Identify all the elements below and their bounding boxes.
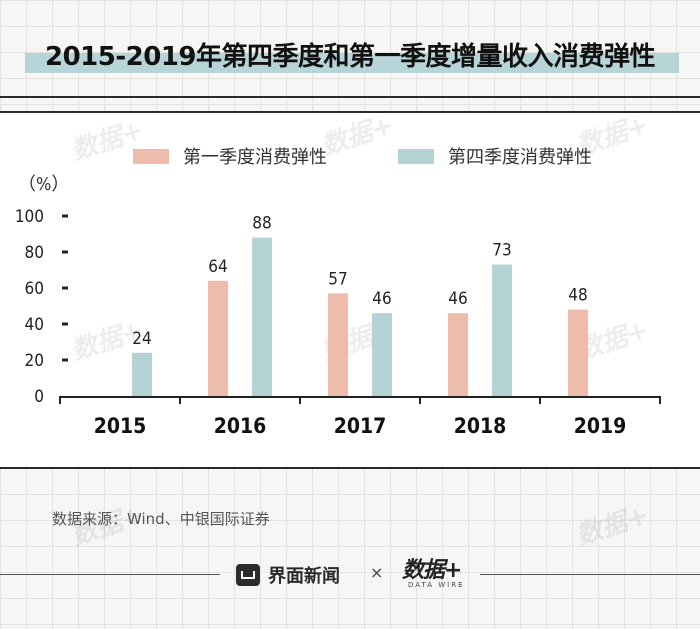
title-highlight-band (25, 53, 679, 73)
y-axis-unit-label: （%） (18, 174, 69, 195)
partner-logo-subtext: DATA WIRE (408, 581, 465, 589)
bar-value-label: 48 (568, 286, 587, 306)
bar-value-label: 64 (208, 257, 227, 277)
bar-value-label: 46 (448, 289, 467, 309)
brand-logo: 界面新闻 (236, 562, 340, 588)
y-tick-label: 0 (34, 387, 44, 407)
bar (132, 352, 152, 396)
x-tick-label: 2017 (334, 414, 387, 438)
panel-bottom-rule (0, 467, 700, 469)
x-axis: 2015 2016 2017 2018 2019 (59, 396, 661, 438)
legend-label-q1: 第一季度消费弹性 (183, 147, 327, 168)
brand-name: 界面新闻 (268, 566, 340, 587)
footer-rule-right (480, 574, 700, 575)
bar-value-label: 24 (132, 329, 151, 349)
bar (208, 280, 228, 396)
legend-item-q1: 第一季度消费弹性 (133, 145, 327, 168)
partner-logo-text: 数据+ (402, 558, 462, 583)
source-note: 数据来源：Wind、中银国际证券 (52, 510, 270, 528)
bar (328, 293, 348, 396)
bar (372, 313, 392, 396)
bar-value-label: 73 (492, 241, 511, 261)
legend-swatch-q1 (133, 148, 169, 164)
y-tick-mark (62, 250, 68, 254)
brand-icon (236, 564, 260, 586)
bar (448, 313, 468, 396)
bar (492, 264, 512, 396)
top-rule (0, 96, 700, 98)
x-tick-label: 2018 (454, 414, 507, 438)
y-tick-mark (62, 322, 68, 326)
x-tick-label: 2019 (574, 414, 627, 438)
bar-value-label: 46 (372, 289, 391, 309)
x-tick-label: 2016 (214, 414, 267, 438)
legend-item-q4: 第四季度消费弹性 (398, 145, 592, 168)
y-tick-label: 100 (15, 207, 44, 227)
y-axis: 0 20 40 60 80 100 (15, 207, 68, 407)
y-tick-mark (62, 214, 68, 218)
times-sign: × (370, 563, 384, 582)
panel-top-rule (0, 111, 700, 113)
bar (252, 237, 272, 396)
bar-value-label: 57 (328, 269, 347, 289)
chart-title: 2015-2019年第四季度和第一季度增量收入消费弹性 (44, 42, 656, 72)
bars: 24 64 88 57 46 46 73 48 (132, 214, 588, 396)
y-tick-label: 80 (25, 243, 44, 263)
x-tick-label: 2015 (94, 414, 147, 438)
legend-label-q4: 第四季度消费弹性 (448, 147, 592, 168)
bar (568, 309, 588, 396)
y-tick-mark (62, 358, 68, 362)
bar-value-label: 88 (252, 214, 271, 234)
partner-logo: 数据+ DATA WIRE (402, 552, 465, 589)
legend-swatch-q4 (398, 148, 434, 164)
y-tick-mark (62, 286, 68, 290)
y-tick-label: 60 (25, 279, 44, 299)
chart-panel (0, 112, 700, 468)
footer-rule-left (0, 574, 220, 575)
y-tick-label: 40 (25, 315, 44, 335)
y-tick-label: 20 (25, 351, 44, 371)
